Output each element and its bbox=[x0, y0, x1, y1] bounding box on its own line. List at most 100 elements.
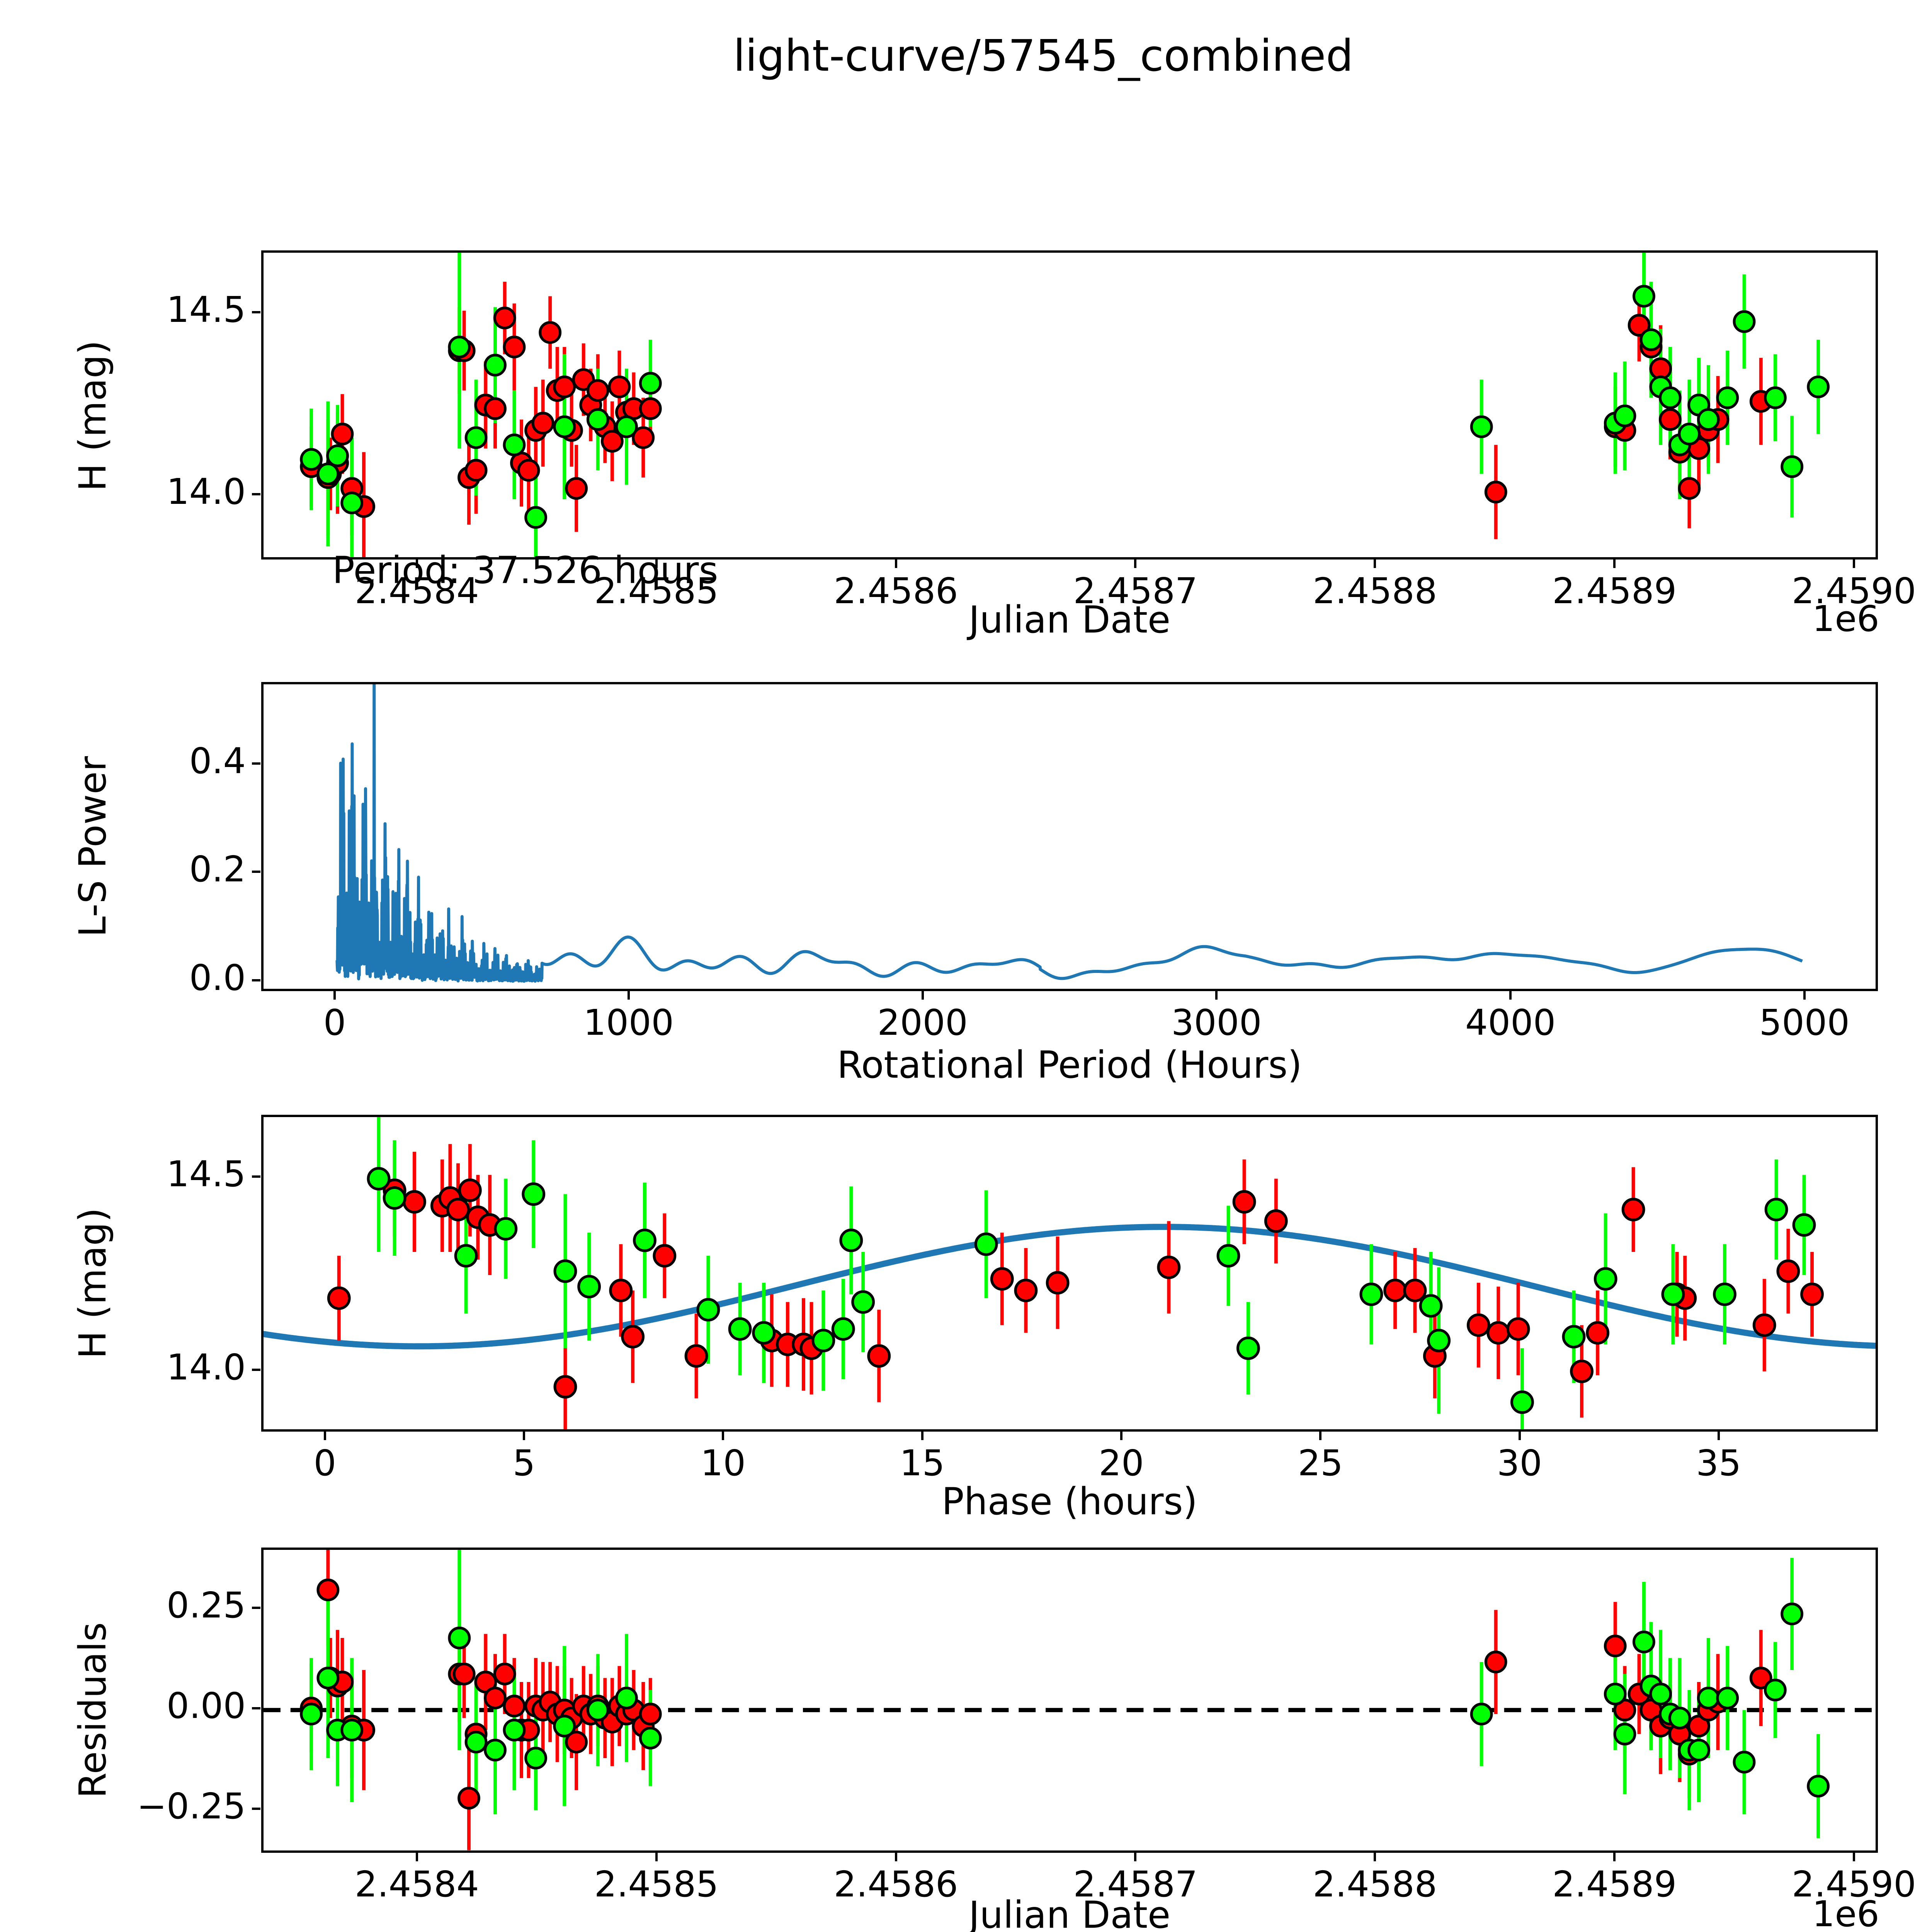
data-point bbox=[553, 415, 576, 438]
data-point bbox=[493, 1662, 516, 1685]
data-point bbox=[454, 1244, 478, 1268]
xtick-label: 2.4590 bbox=[1792, 1864, 1916, 1905]
data-point bbox=[403, 1190, 426, 1214]
xtick-mark bbox=[1803, 991, 1806, 1000]
data-point bbox=[1781, 1602, 1803, 1626]
data-point bbox=[752, 1321, 776, 1345]
data-point bbox=[1604, 1682, 1627, 1706]
xtick-label: 5000 bbox=[1759, 1002, 1850, 1043]
data-point bbox=[1716, 386, 1739, 409]
data-point bbox=[331, 422, 354, 446]
xtick-label: 35 bbox=[1696, 1442, 1742, 1484]
xtick-mark bbox=[921, 991, 924, 1000]
data-point bbox=[1264, 1209, 1288, 1233]
periodogram-plot-area bbox=[335, 684, 1804, 983]
ytick-label: 0.0 bbox=[189, 957, 246, 998]
data-point bbox=[1621, 1197, 1645, 1221]
phasefold-plot-area bbox=[264, 1117, 1876, 1429]
data-point bbox=[608, 375, 631, 398]
data-point bbox=[1613, 404, 1636, 427]
data-point bbox=[484, 354, 507, 377]
data-point bbox=[1236, 1336, 1260, 1360]
data-point bbox=[1639, 328, 1663, 351]
xtick-mark bbox=[333, 991, 336, 1000]
markers-red bbox=[300, 306, 1772, 518]
xtick-label: 2.4584 bbox=[354, 1864, 479, 1905]
panel-phasefold bbox=[261, 1115, 1878, 1432]
data-point bbox=[503, 335, 526, 359]
data-point bbox=[448, 335, 471, 359]
xtick-mark bbox=[1717, 1432, 1720, 1440]
xtick-label: 2.4585 bbox=[594, 1864, 719, 1905]
data-point bbox=[327, 1286, 351, 1310]
data-point bbox=[464, 459, 488, 482]
data-point bbox=[1586, 1321, 1610, 1345]
data-point bbox=[553, 1375, 577, 1399]
data-point bbox=[615, 1687, 638, 1709]
markers-green bbox=[300, 285, 1830, 529]
xtick-label: 5 bbox=[512, 1442, 536, 1484]
data-point bbox=[586, 408, 609, 431]
ls-power-trace bbox=[335, 684, 1804, 983]
data-point bbox=[1632, 1630, 1655, 1653]
ytick-label: 0.2 bbox=[189, 849, 246, 890]
data-point bbox=[1649, 1682, 1672, 1706]
xtick-label: 15 bbox=[900, 1442, 945, 1484]
data-point bbox=[621, 1325, 645, 1349]
data-point bbox=[851, 1290, 875, 1314]
data-point bbox=[484, 1687, 507, 1709]
xtick-mark bbox=[323, 1432, 326, 1440]
data-point bbox=[1776, 1259, 1800, 1283]
data-point bbox=[484, 397, 507, 420]
ytick-mark bbox=[252, 1807, 260, 1810]
data-point bbox=[1403, 1279, 1427, 1303]
data-point bbox=[300, 1702, 323, 1726]
xtick-label: 2.4585 bbox=[594, 570, 719, 612]
data-point bbox=[539, 321, 562, 344]
xtick-mark bbox=[627, 991, 630, 1000]
data-point bbox=[1659, 408, 1682, 431]
data-point bbox=[1484, 1650, 1507, 1673]
data-point bbox=[1216, 1244, 1240, 1268]
xtick-label: 3000 bbox=[1171, 1002, 1262, 1043]
data-point bbox=[990, 1267, 1014, 1291]
data-point bbox=[1419, 1294, 1443, 1318]
data-point bbox=[553, 375, 576, 398]
data-point bbox=[1562, 1325, 1586, 1349]
lightcurve-x-offset: 1e6 bbox=[1812, 598, 1879, 639]
xtick-mark bbox=[1319, 1432, 1322, 1440]
data-point bbox=[831, 1317, 855, 1341]
data-point bbox=[696, 1298, 720, 1321]
xtick-label: 2.4590 bbox=[1792, 570, 1916, 612]
data-point bbox=[503, 1718, 526, 1742]
ytick-label: 0.25 bbox=[167, 1584, 246, 1626]
data-point bbox=[452, 1662, 476, 1685]
data-point bbox=[1427, 1328, 1451, 1352]
xtick-mark bbox=[415, 1853, 418, 1861]
data-point bbox=[728, 1317, 752, 1341]
data-point bbox=[974, 1232, 998, 1256]
data-point bbox=[1470, 415, 1493, 438]
data-point bbox=[1383, 1279, 1407, 1303]
series-green bbox=[377, 1117, 1806, 1429]
data-point bbox=[1764, 1679, 1787, 1702]
data-point bbox=[1807, 375, 1830, 398]
data-point bbox=[811, 1328, 835, 1352]
data-point bbox=[565, 477, 588, 500]
data-point bbox=[1713, 1282, 1736, 1306]
data-point bbox=[1659, 386, 1682, 409]
data-point bbox=[600, 430, 624, 453]
data-point bbox=[1678, 422, 1701, 446]
ytick-label: 0.00 bbox=[167, 1685, 246, 1726]
data-point bbox=[1687, 1738, 1710, 1762]
xtick-mark bbox=[655, 560, 658, 568]
data-point bbox=[457, 1787, 480, 1810]
data-point bbox=[639, 372, 662, 395]
markers-red bbox=[327, 1179, 1824, 1399]
residuals-x-offset: 1e6 bbox=[1812, 1893, 1879, 1932]
data-point bbox=[615, 415, 638, 438]
xtick-label: 2.4588 bbox=[1313, 570, 1437, 612]
ytick-mark bbox=[252, 762, 260, 765]
xtick-label: 2.4587 bbox=[1073, 570, 1198, 612]
xtick-label: 10 bbox=[700, 1442, 746, 1484]
